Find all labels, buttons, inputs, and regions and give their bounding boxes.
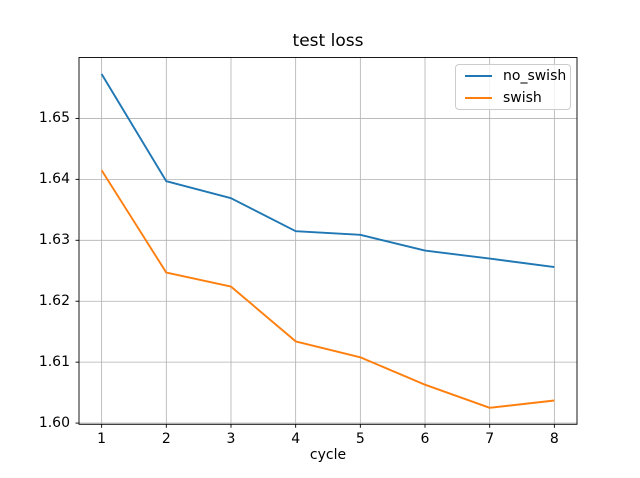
x-tick-label: 3	[226, 431, 236, 447]
legend-item-swish: swish	[465, 87, 570, 109]
legend-line-sample	[465, 75, 492, 77]
x-tick-label: 2	[161, 431, 171, 447]
legend: no_swish swish	[455, 64, 571, 110]
y-tick-label: 1.60	[38, 415, 70, 432]
legend-line-sample	[465, 97, 492, 99]
legend-label: swish	[503, 90, 542, 106]
legend-item-no-swish: no_swish	[465, 65, 570, 87]
x-tick-label: 4	[291, 431, 301, 447]
y-tick-label: 1.62	[38, 293, 70, 310]
legend-label: no_swish	[503, 68, 567, 84]
x-tick-label: 5	[355, 431, 365, 447]
x-tick-label: 1	[97, 431, 107, 447]
y-tick-label: 1.65	[38, 110, 70, 127]
x-axis-label: cycle	[309, 447, 347, 463]
y-tick-label: 1.63	[38, 232, 70, 249]
x-tick-label: 7	[485, 431, 495, 447]
x-tick-label: 6	[420, 431, 430, 447]
y-tick-label: 1.64	[38, 171, 70, 188]
x-tick-label: 8	[549, 431, 559, 447]
y-tick-label: 1.61	[38, 354, 70, 371]
chart-title: test loss	[292, 31, 364, 51]
